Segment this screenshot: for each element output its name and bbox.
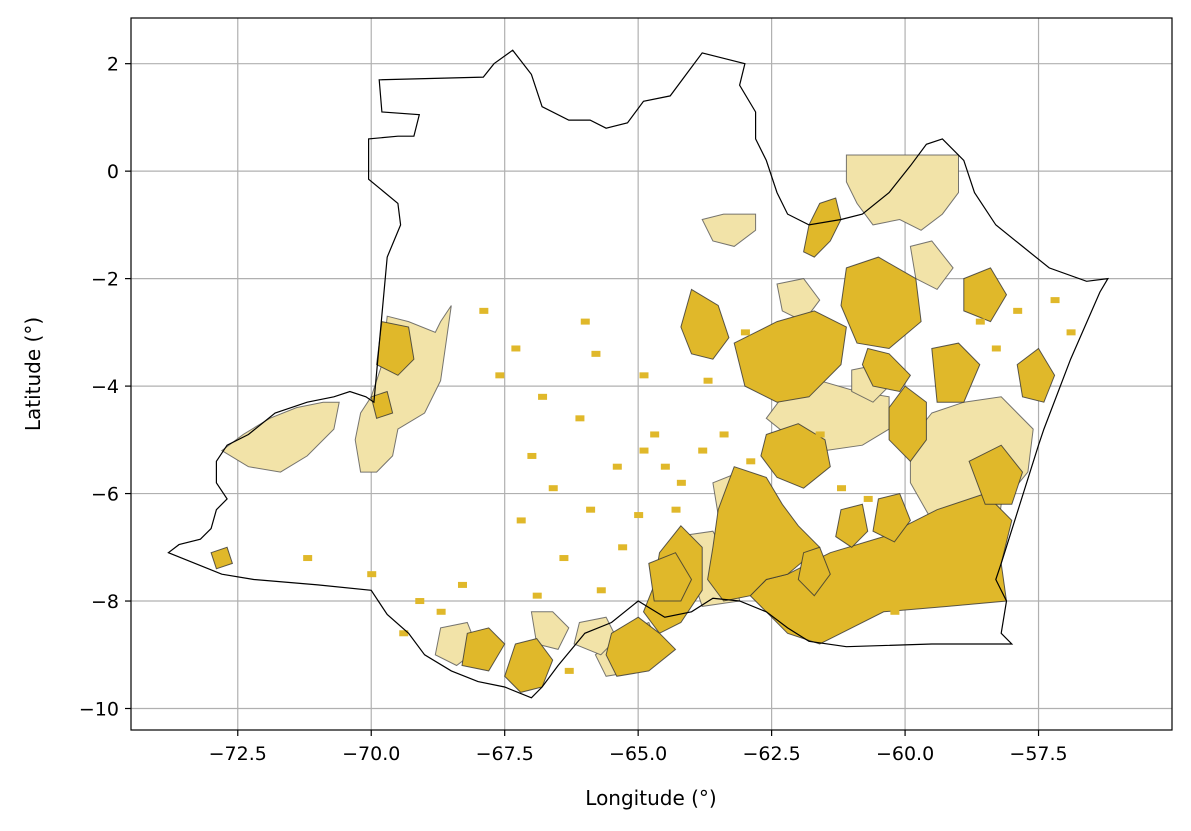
x-axis-label: Longitude (°) xyxy=(585,786,716,810)
small-area xyxy=(527,453,536,459)
small-area xyxy=(559,555,568,561)
small-area xyxy=(1013,308,1022,314)
small-area xyxy=(698,448,707,454)
small-area xyxy=(826,598,835,604)
small-area xyxy=(597,587,606,593)
small-area xyxy=(634,512,643,518)
small-area xyxy=(591,351,600,357)
x-tick-label: −72.5 xyxy=(209,743,267,765)
small-area xyxy=(1067,329,1076,335)
small-area xyxy=(479,308,488,314)
y-tick-label: −6 xyxy=(91,484,119,506)
small-area xyxy=(565,668,574,674)
x-tick-label: −57.5 xyxy=(1009,743,1067,765)
x-tick-label: −67.5 xyxy=(476,743,534,765)
y-tick-label: 0 xyxy=(107,161,119,183)
small-area xyxy=(661,464,670,470)
small-area xyxy=(992,345,1001,351)
small-area xyxy=(704,378,713,384)
small-area xyxy=(575,415,584,421)
small-area xyxy=(741,329,750,335)
small-area xyxy=(549,485,558,491)
small-area xyxy=(1051,297,1060,303)
small-area xyxy=(367,571,376,577)
x-tick-label: −62.5 xyxy=(742,743,800,765)
small-area xyxy=(864,496,873,502)
small-area xyxy=(960,512,969,518)
small-area xyxy=(415,598,424,604)
small-area xyxy=(639,372,648,378)
small-area xyxy=(837,485,846,491)
small-area xyxy=(458,582,467,588)
small-area xyxy=(485,652,494,658)
small-area xyxy=(976,319,985,325)
y-tick-label: 2 xyxy=(107,54,119,76)
small-area xyxy=(650,431,659,437)
x-tick-label: −70.0 xyxy=(342,743,400,765)
x-tick-label: −65.0 xyxy=(609,743,667,765)
x-tick-label: −60.0 xyxy=(876,743,934,765)
small-area xyxy=(746,458,755,464)
small-area xyxy=(938,378,947,384)
small-area xyxy=(816,431,825,437)
small-area xyxy=(720,431,729,437)
small-area xyxy=(639,448,648,454)
small-area xyxy=(890,609,899,615)
small-area xyxy=(949,598,958,604)
y-tick-label: −10 xyxy=(79,699,119,721)
small-area xyxy=(437,609,446,615)
small-area xyxy=(538,394,547,400)
small-area xyxy=(517,517,526,523)
y-tick-label: −4 xyxy=(91,376,119,398)
small-area xyxy=(922,539,931,545)
small-area xyxy=(672,507,681,513)
small-area xyxy=(586,507,595,513)
y-axis-label: Latitude (°) xyxy=(21,317,45,431)
small-area xyxy=(495,372,504,378)
small-area xyxy=(848,292,857,298)
small-area xyxy=(890,324,899,330)
small-area xyxy=(880,270,889,276)
small-area xyxy=(677,480,686,486)
small-area xyxy=(768,512,777,518)
small-area xyxy=(762,362,771,368)
small-area xyxy=(511,345,520,351)
small-area xyxy=(303,555,312,561)
small-area xyxy=(613,464,622,470)
small-area xyxy=(794,345,803,351)
small-area xyxy=(533,593,542,599)
small-area xyxy=(581,319,590,325)
y-tick-label: −2 xyxy=(91,269,119,291)
y-tick-label: −8 xyxy=(91,591,119,613)
small-area xyxy=(618,544,627,550)
